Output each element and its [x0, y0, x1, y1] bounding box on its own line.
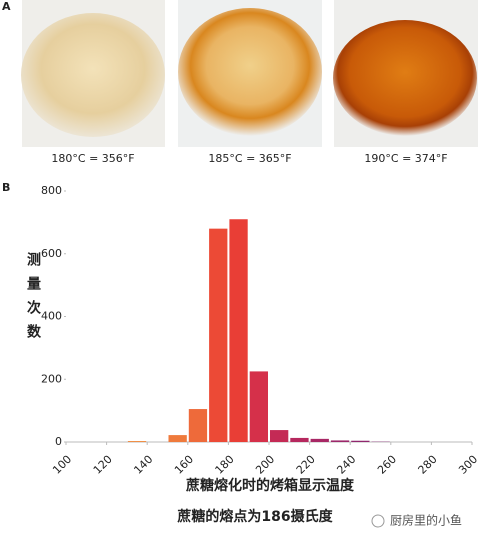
y-tick-label: 400 — [41, 310, 62, 323]
x-tick-label: 220 — [294, 453, 318, 477]
caption: 蔗糖的熔点为186摄氏度 — [176, 508, 333, 525]
watermark: 厨房里的小鱼 — [390, 513, 462, 528]
watermark-icon — [371, 514, 385, 528]
y-tick-label: 200 — [41, 372, 62, 385]
x-tick-label: 260 — [375, 453, 399, 477]
x-tick-label: 240 — [334, 453, 358, 477]
photo-caramel — [333, 20, 477, 136]
x-axis-label: 蔗糖熔化时的烤箱显示温度 — [185, 477, 355, 494]
x-tick-label: 120 — [91, 453, 115, 477]
y-tick-label: 800 — [41, 184, 62, 197]
x-tick-label: 280 — [416, 453, 440, 477]
bar — [270, 430, 289, 442]
bar — [168, 435, 187, 442]
y-tick-label: 600 — [41, 247, 62, 260]
x-tick-label: 200 — [253, 453, 277, 477]
photo-sugar — [178, 8, 322, 136]
photo-caption: 185°C = 365°F — [208, 152, 291, 165]
photo-caption: 190°C = 374°F — [364, 152, 447, 165]
y-axis-label: 测量次数 — [25, 251, 41, 348]
x-tick-label: 300 — [456, 453, 480, 477]
x-tick-label: 160 — [172, 453, 196, 477]
panel-label: B — [2, 181, 10, 194]
bar — [290, 437, 309, 442]
x-tick-label: 180 — [213, 453, 237, 477]
photo-sugar — [21, 13, 165, 137]
bar — [127, 441, 147, 442]
bar — [209, 228, 228, 442]
bar — [188, 409, 208, 442]
bar — [351, 440, 370, 442]
photo-caption: 180°C = 356°F — [51, 152, 134, 165]
bar — [249, 371, 268, 442]
bar — [330, 440, 350, 442]
y-tick-label: 0 — [55, 435, 62, 448]
x-tick-label: 140 — [131, 453, 155, 477]
bar — [310, 438, 329, 442]
panel-label: A — [2, 0, 11, 13]
bar — [229, 219, 248, 442]
x-tick-label: 100 — [50, 453, 74, 477]
